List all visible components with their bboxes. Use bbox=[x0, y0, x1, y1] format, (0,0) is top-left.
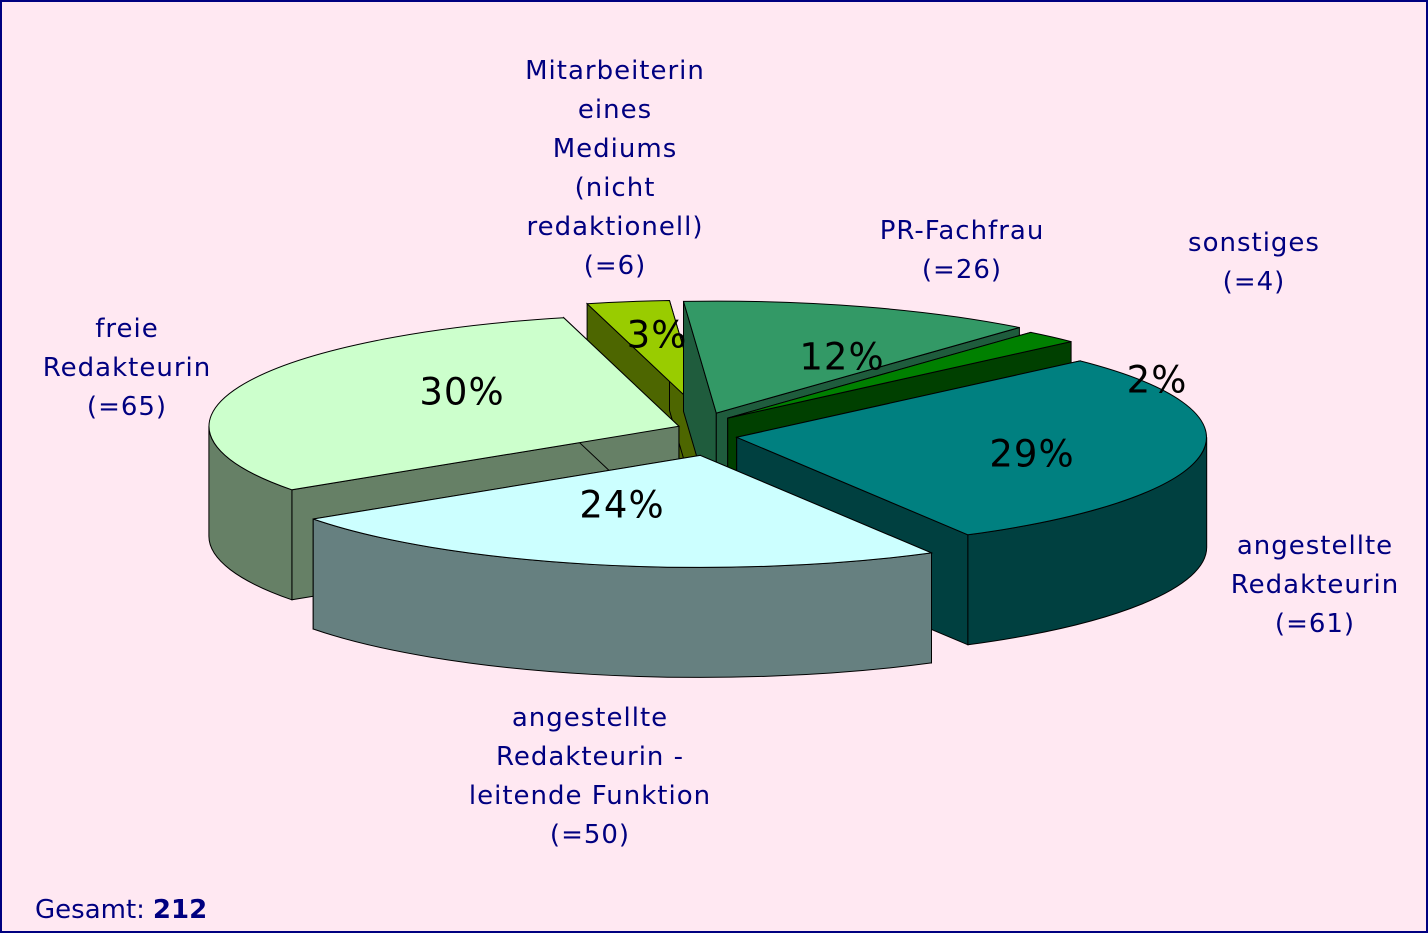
data-label: 12% bbox=[799, 335, 885, 379]
slice-top bbox=[727, 331, 1072, 419]
data-label: 2% bbox=[1126, 358, 1188, 402]
category-label: sonstiges (=4) bbox=[1188, 224, 1320, 302]
data-label: 29% bbox=[989, 432, 1075, 476]
slice-top bbox=[208, 317, 680, 491]
total-label: Gesamt: bbox=[35, 895, 145, 925]
category-name: angestellte Redakteurin - leitende Funkt… bbox=[468, 703, 712, 811]
count-label: (=4) bbox=[1222, 267, 1286, 297]
total: Gesamt: 212 bbox=[35, 895, 207, 925]
data-label: 3% bbox=[626, 313, 688, 357]
slice-top bbox=[735, 360, 1207, 536]
slice-top bbox=[585, 299, 704, 414]
category-label: angestellte Redakteurin - leitende Funkt… bbox=[468, 699, 713, 855]
category-name: freie Redakteurin bbox=[42, 314, 212, 383]
count-label: (=26) bbox=[921, 255, 1003, 285]
category-label: angestellte Redakteurin (=61) bbox=[1231, 527, 1399, 644]
category-name: PR-Fachfrau bbox=[879, 216, 1045, 246]
category-label: Mitarbeiterin eines Mediums (nicht redak… bbox=[525, 52, 705, 286]
count-label: (=65) bbox=[86, 392, 168, 422]
category-label: freie Redakteurin (=65) bbox=[43, 310, 211, 427]
data-label: 30% bbox=[419, 370, 505, 414]
count-label: (=50) bbox=[549, 820, 631, 850]
total-value: 212 bbox=[152, 895, 208, 925]
category-label: PR-Fachfrau (=26) bbox=[880, 212, 1045, 290]
data-label: 24% bbox=[579, 483, 665, 527]
count-label: (=61) bbox=[1274, 609, 1356, 639]
count-label: (=6) bbox=[583, 251, 647, 281]
category-name: angestellte Redakteurin bbox=[1230, 531, 1400, 600]
slice-top bbox=[682, 300, 1020, 414]
category-name: sonstiges bbox=[1188, 228, 1320, 258]
category-name: Mitarbeiterin eines Mediums (nicht redak… bbox=[525, 56, 705, 242]
slice-top bbox=[313, 454, 934, 568]
